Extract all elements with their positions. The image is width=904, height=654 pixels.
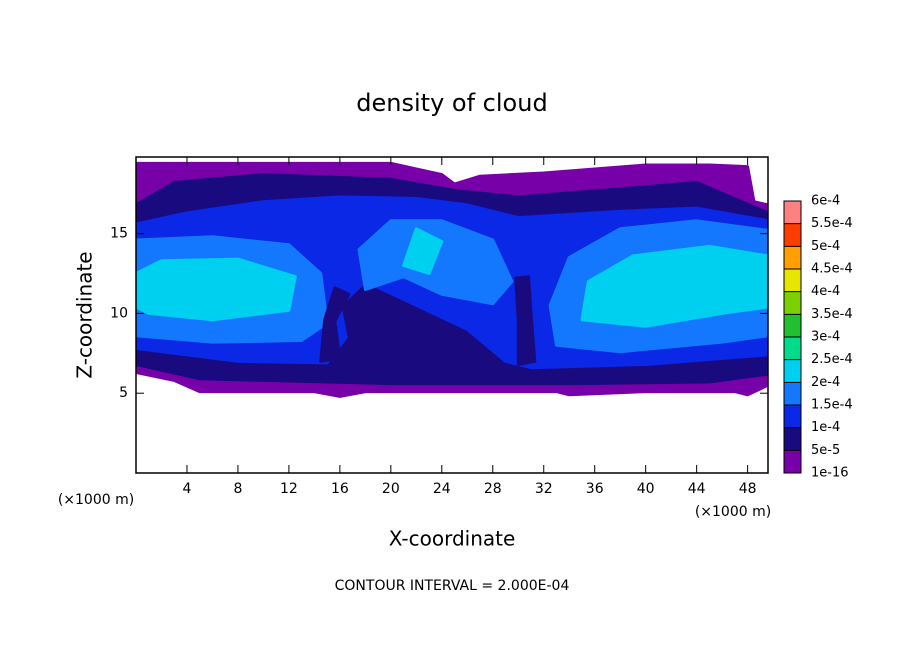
x-tick-label: 4 xyxy=(183,481,192,497)
colorbar-swatch xyxy=(784,427,801,451)
x-tick-label: 32 xyxy=(535,481,553,497)
x-tick-label: 12 xyxy=(280,481,298,497)
y-unit-label: (×1000 m) xyxy=(58,492,134,508)
colorbar-swatch xyxy=(784,405,801,428)
colorbar-label: 1e-4 xyxy=(811,420,840,435)
colorbar-label: 4e-4 xyxy=(811,284,840,299)
colorbar-swatch xyxy=(784,314,801,337)
contour-region xyxy=(319,286,351,363)
x-tick-label: 28 xyxy=(484,481,502,497)
colorbar-label: 5e-5 xyxy=(811,443,840,458)
contour-interval-note: CONTOUR INTERVAL = 2.000E-04 xyxy=(335,578,570,594)
colorbar-swatch xyxy=(784,246,801,269)
chart-title: density of cloud xyxy=(356,89,547,117)
y-axis-label: Z-coordinate xyxy=(73,251,97,378)
contour-region xyxy=(357,219,514,306)
colorbar-label: 1e-16 xyxy=(811,466,849,481)
contour-region xyxy=(580,244,768,328)
colorbar-label: 2.5e-4 xyxy=(811,352,853,367)
x-unit-label: (×1000 m) xyxy=(695,504,771,520)
plot-frame xyxy=(135,156,769,474)
colorbar-label: 3.5e-4 xyxy=(811,307,853,322)
x-tick-label: 40 xyxy=(637,481,655,497)
colorbar-label: 6e-4 xyxy=(811,194,840,209)
x-axis-label: X-coordinate xyxy=(389,527,516,551)
colorbar-swatch xyxy=(784,337,801,360)
contour-region xyxy=(514,275,537,366)
contour-field xyxy=(136,161,768,398)
x-tick-label: 44 xyxy=(688,481,706,497)
x-tick-label: 16 xyxy=(331,481,349,497)
y-tick-label: 5 xyxy=(119,385,128,401)
contour-region xyxy=(402,227,444,275)
colorbar-label: 4.5e-4 xyxy=(811,262,853,277)
x-tick-label: 36 xyxy=(586,481,604,497)
colorbar-swatch xyxy=(784,382,801,405)
contour-region xyxy=(136,257,297,322)
colorbar-swatch xyxy=(784,359,801,383)
colorbar-swatch xyxy=(784,201,801,224)
x-tick-label: 24 xyxy=(433,481,451,497)
colorbar-label: 5e-4 xyxy=(811,239,840,254)
colorbar-swatch xyxy=(784,269,801,292)
colorbar-label: 1.5e-4 xyxy=(811,398,853,413)
x-tick-label: 48 xyxy=(739,481,757,497)
colorbar-swatch xyxy=(784,291,801,315)
colorbar-label: 2e-4 xyxy=(811,375,840,390)
colorbar-swatch xyxy=(784,450,801,473)
colorbar-label: 3e-4 xyxy=(811,330,840,345)
colorbar-label: 5.5e-4 xyxy=(811,216,853,231)
x-tick-label: 8 xyxy=(233,481,242,497)
x-tick-label: 20 xyxy=(382,481,400,497)
y-tick-label: 15 xyxy=(110,226,128,242)
colorbar-swatch xyxy=(784,223,801,247)
y-tick-label: 10 xyxy=(110,305,128,321)
